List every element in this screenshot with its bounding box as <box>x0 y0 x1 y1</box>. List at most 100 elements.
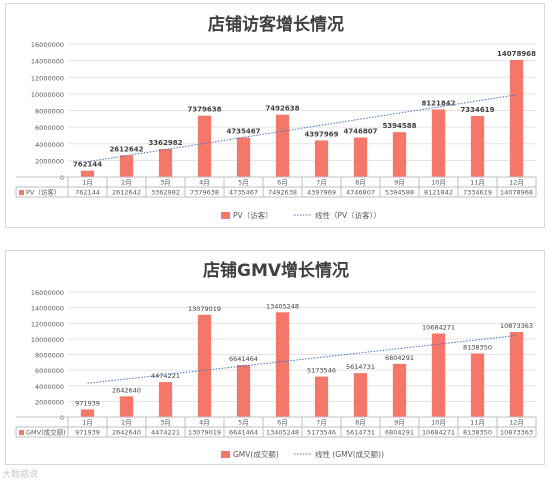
x-category-label: 6月 <box>277 419 288 427</box>
bar-data-label: 762144 <box>73 161 102 169</box>
table-cell: 13079019 <box>188 429 221 437</box>
x-category-label: 12月 <box>509 419 524 427</box>
table-cell: 14078968 <box>500 189 533 197</box>
bar-data-label: 13405248 <box>266 302 299 310</box>
bar <box>236 137 251 177</box>
x-category-label: 9月 <box>394 179 405 187</box>
y-tick-label: 10000000 <box>31 91 64 99</box>
gmv-chart-panel: 店铺GMV增长情况 0 2000000 4000000 6000000 8000000 10… <box>5 250 545 465</box>
table-cell: 4397969 <box>307 189 336 197</box>
table-cell: 5173546 <box>307 429 336 437</box>
table-legend-swatch <box>19 430 24 435</box>
x-category-label: 11月 <box>470 419 485 427</box>
table-cell: 7379638 <box>190 189 219 197</box>
bar-data-label: 8138350 <box>463 343 492 351</box>
y-tick-label: 6000000 <box>35 124 64 132</box>
y-tick-label: 2000000 <box>35 398 64 406</box>
x-category-label: 10月 <box>431 179 446 187</box>
table-cell: 7334619 <box>463 189 492 197</box>
bar <box>353 373 368 417</box>
x-category-label: 7月 <box>316 419 327 427</box>
bar <box>275 114 290 177</box>
y-tick-label: 4000000 <box>35 383 64 391</box>
table-legend-swatch <box>19 190 24 195</box>
y-tick-label: 0 <box>60 414 64 422</box>
x-category-label: 11月 <box>470 179 485 187</box>
bar <box>275 312 290 417</box>
x-category-label: 2月 <box>121 419 132 427</box>
y-tick-label: 14000000 <box>31 58 64 66</box>
trendline <box>87 94 517 163</box>
x-category-label: 12月 <box>509 179 524 187</box>
x-category-label: 5月 <box>238 179 249 187</box>
x-category-label: 2月 <box>121 179 132 187</box>
table-cell: 4474221 <box>151 429 180 437</box>
watermark: 大数据说 <box>2 470 39 480</box>
x-category-label: 8月 <box>355 419 366 427</box>
y-tick-label: 16000000 <box>31 41 64 49</box>
y-tick-label: 12000000 <box>31 74 64 82</box>
bar <box>509 332 524 417</box>
y-tick-label: 0 <box>60 174 64 182</box>
x-category-label: 10月 <box>431 419 446 427</box>
table-cell: 5614731 <box>346 429 375 437</box>
table-cell: 6804291 <box>385 429 414 437</box>
bar-data-label: 5394588 <box>382 122 416 130</box>
bar <box>314 376 329 417</box>
x-category-label: 9月 <box>394 419 405 427</box>
bar-data-label: 4474221 <box>151 372 180 380</box>
bar-data-label: 13079019 <box>188 305 221 313</box>
bar-data-label: 2642640 <box>112 386 141 394</box>
bar-data-label: 7492638 <box>265 105 299 113</box>
bar <box>353 137 368 177</box>
y-tick-label: 8000000 <box>35 108 64 116</box>
table-cell: 10684271 <box>422 429 455 437</box>
bar-data-label: 10873363 <box>500 322 533 330</box>
y-tick-label: 16000000 <box>31 289 64 297</box>
legend-swatch <box>221 451 230 458</box>
table-cell: 6641464 <box>229 429 258 437</box>
bar <box>119 155 134 177</box>
bar <box>314 140 329 177</box>
gmv-chart: 店铺GMV增长情况 0 2000000 4000000 6000000 8000000 10… <box>15 260 537 459</box>
bar-data-label: 10684271 <box>422 324 455 332</box>
bar <box>236 365 251 417</box>
bar <box>392 363 407 417</box>
legend-label: PV（访客） <box>233 210 273 220</box>
bar-data-label: 4397969 <box>304 130 338 138</box>
x-category-label: 8月 <box>355 179 366 187</box>
bar <box>197 314 212 417</box>
table-cell: 971939 <box>75 429 100 437</box>
table-cell: 7492638 <box>268 189 297 197</box>
y-tick-label: 2000000 <box>35 157 64 165</box>
bar-data-label: 4735467 <box>226 128 260 136</box>
y-tick-label: 10000000 <box>31 336 64 344</box>
bar <box>431 333 446 417</box>
bar <box>431 109 446 177</box>
table-cell: 8138350 <box>463 429 492 437</box>
y-tick-label: 14000000 <box>31 305 64 313</box>
bar-data-label: 6804291 <box>385 354 414 362</box>
table-series-label: PV（访客） <box>26 188 60 197</box>
chart-title: 店铺GMV增长情况 <box>203 260 349 281</box>
bar <box>197 115 212 177</box>
bar-data-label: 5173546 <box>307 367 336 375</box>
bar-data-label: 8121842 <box>421 99 455 107</box>
y-tick-label: 4000000 <box>35 141 64 149</box>
table-cell: 4746807 <box>346 189 375 197</box>
x-category-label: 3月 <box>160 419 171 427</box>
bar <box>470 116 485 177</box>
bar <box>158 149 173 177</box>
bar <box>158 382 173 417</box>
bar-data-label: 6641464 <box>229 355 258 363</box>
bar-data-label: 14078968 <box>497 50 536 58</box>
table-cell: 8121842 <box>424 189 453 197</box>
y-tick-label: 8000000 <box>35 352 64 360</box>
x-category-label: 1月 <box>82 419 93 427</box>
x-category-label: 7月 <box>316 179 327 187</box>
bar <box>80 409 95 417</box>
x-category-label: 6月 <box>277 179 288 187</box>
table-cell: 2612642 <box>112 189 141 197</box>
y-tick-label: 12000000 <box>31 320 64 328</box>
bar-data-label: 4746807 <box>343 128 377 136</box>
